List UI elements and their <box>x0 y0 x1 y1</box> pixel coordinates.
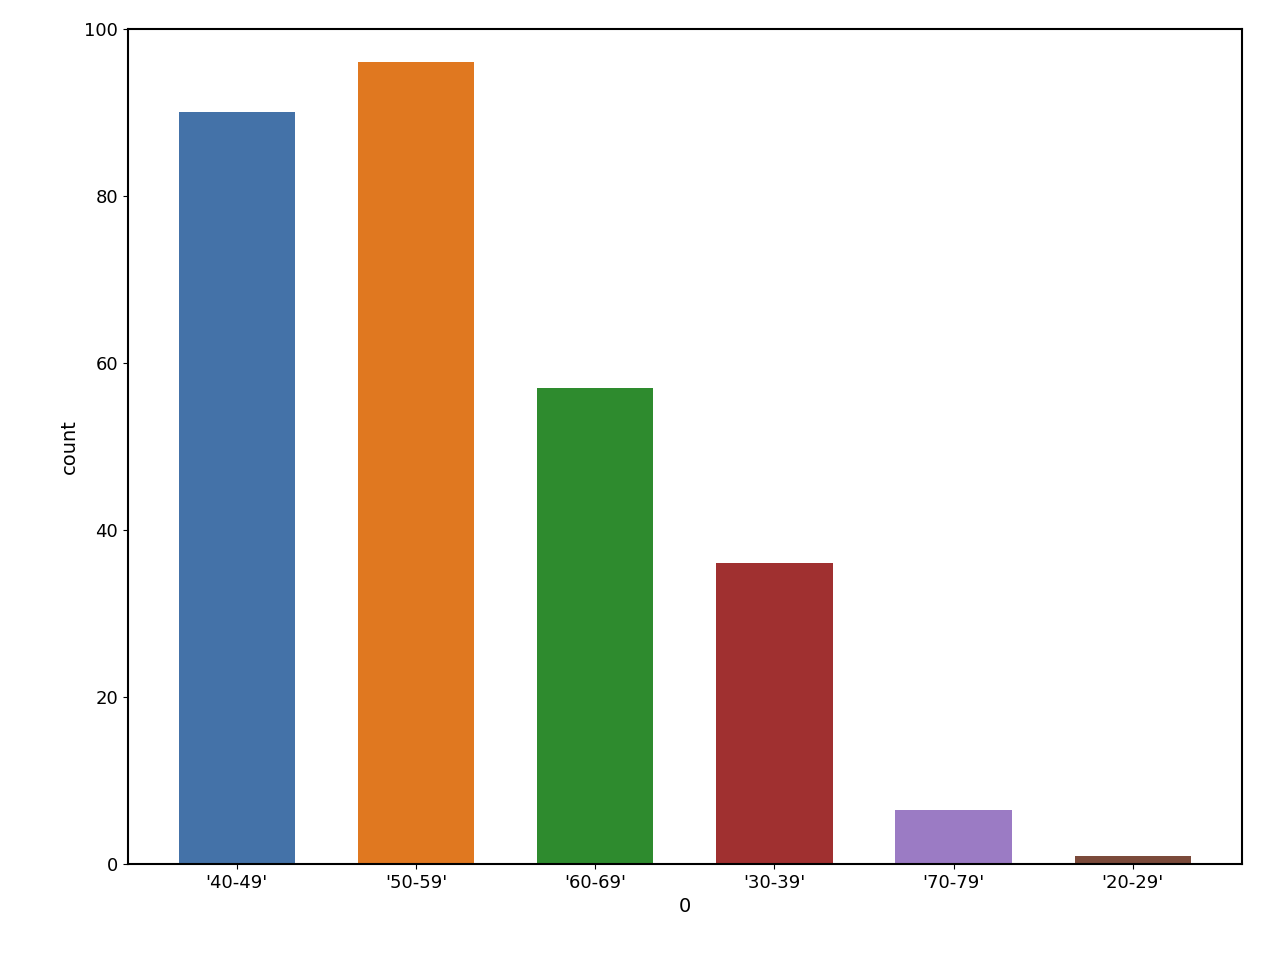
Bar <box>716 564 832 864</box>
Y-axis label: count: count <box>60 419 79 474</box>
Bar <box>895 809 1011 864</box>
Bar <box>358 62 475 864</box>
Bar <box>179 112 296 864</box>
X-axis label: 0: 0 <box>678 898 691 916</box>
Bar <box>1074 855 1190 864</box>
Bar <box>538 388 654 864</box>
